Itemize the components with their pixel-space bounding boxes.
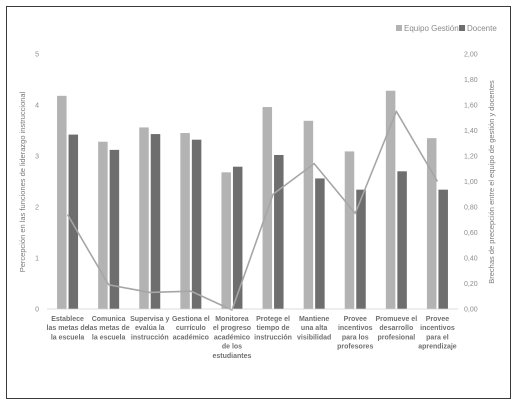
bar-equipo-gestion bbox=[303, 120, 314, 309]
y-tick-left: 5 bbox=[35, 52, 39, 59]
bar-equipo-gestion bbox=[180, 133, 190, 309]
bar-equipo-gestion bbox=[57, 95, 67, 309]
category-label-line: el progreso bbox=[213, 325, 251, 332]
bar-docente bbox=[191, 139, 202, 309]
legend-label-equipo: Equipo Gestión bbox=[404, 24, 459, 33]
category-label-line: Protege el bbox=[256, 316, 290, 323]
bar-docente bbox=[315, 178, 325, 309]
bar-equipo-gestion bbox=[426, 138, 437, 309]
category-label-line: Provee bbox=[426, 316, 449, 323]
legend-swatch-equipo bbox=[396, 25, 402, 31]
category-label-line: una alta bbox=[301, 325, 328, 332]
category-label: Protege el tiempo de instrucción bbox=[254, 316, 292, 341]
bar-equipo-gestion bbox=[98, 141, 108, 309]
category-label-line: Promueve el bbox=[376, 316, 418, 323]
category-label-line: Monitorea bbox=[215, 316, 249, 323]
category-label: Supervisa y evalúa la instrucción bbox=[130, 316, 169, 341]
bar-docente bbox=[68, 134, 79, 309]
y-tick-right: 0,80 bbox=[464, 205, 478, 212]
y-tick-right: 0,40 bbox=[464, 256, 478, 263]
bars bbox=[57, 90, 448, 309]
bar-docente bbox=[356, 189, 366, 309]
bar-equipo-gestion bbox=[139, 127, 149, 309]
category-label-line: incentivos bbox=[420, 325, 455, 332]
category-label-line: Mantiene bbox=[299, 316, 329, 323]
category-label: Monitorea el progreso académico de los estud… bbox=[212, 316, 251, 360]
category-label: Gestiona el currículo académico bbox=[172, 316, 210, 341]
category-label-line: de los bbox=[222, 344, 242, 351]
bar-docente bbox=[438, 189, 448, 309]
category-label-line: para los bbox=[342, 334, 369, 341]
chart-frame bbox=[6, 6, 511, 399]
y-axis-right: 0,00 0,20 0,40 0,60 0,80 1,00 1,20 1,40 1,60 1,80… bbox=[464, 52, 478, 314]
category-label-line: currículo bbox=[176, 325, 206, 332]
bar-docente bbox=[397, 171, 407, 309]
category-label-line: Provee bbox=[344, 316, 367, 323]
category-label: Comunica las metas de la escuela bbox=[88, 316, 130, 341]
y-tick-right: 2,00 bbox=[464, 52, 478, 59]
category-label: Mantiene una alta visibilidad bbox=[297, 316, 331, 341]
y-tick-right: 1,80 bbox=[464, 77, 478, 84]
category-label-line: instrucción bbox=[254, 334, 292, 341]
category-label-line: incentivos bbox=[338, 325, 373, 332]
bar-docente bbox=[274, 154, 284, 309]
category-label-line: para el bbox=[426, 334, 449, 341]
gap-line bbox=[66, 110, 439, 311]
category-label-line: Comunica bbox=[92, 316, 126, 323]
category-label-line: estudiantes bbox=[212, 353, 251, 360]
legend-swatch-docente bbox=[459, 25, 465, 31]
category-label-line: profesores bbox=[337, 344, 373, 351]
category-label-line: Gestiona el bbox=[172, 316, 210, 323]
category-label-line: la escuela bbox=[51, 334, 85, 341]
category-label-line: las metas de bbox=[88, 325, 130, 332]
bar-docente bbox=[109, 149, 120, 309]
category-label-line: profesional bbox=[377, 334, 415, 341]
category-label-line: desarrollo bbox=[379, 325, 413, 332]
category-label: Provee incentivos para los profesores bbox=[337, 316, 373, 351]
bar-equipo-gestion bbox=[344, 151, 355, 309]
y-axis-title-left: Percepción en las funciones de liderazgo… bbox=[18, 91, 27, 272]
legend: Equipo Gestión Docente bbox=[396, 24, 497, 33]
y-tick-right: 0,00 bbox=[464, 307, 478, 314]
category-label-line: tiempo de bbox=[257, 325, 290, 332]
y-tick-right: 0,20 bbox=[464, 281, 478, 288]
category-label-line: evalúa la bbox=[135, 325, 165, 332]
category-label-line: instrucción bbox=[131, 334, 169, 341]
y-tick-left: 1 bbox=[35, 256, 39, 263]
category-label: Promueve el desarrollo profesional bbox=[376, 316, 418, 341]
category-label-line: visibilidad bbox=[297, 334, 331, 341]
category-label-line: académico bbox=[173, 334, 209, 341]
y-tick-left: 4 bbox=[35, 103, 39, 110]
y-tick-left: 3 bbox=[35, 154, 39, 161]
y-axis-title-right: Brechas de precepción entre el equipo de… bbox=[487, 80, 496, 284]
category-label: Provee incentivos para el aprendizaje bbox=[418, 316, 457, 351]
y-tick-right: 1,00 bbox=[464, 179, 478, 186]
category-label-line: la escuela bbox=[92, 334, 126, 341]
bar-equipo-gestion bbox=[262, 107, 273, 309]
bar-docente bbox=[150, 134, 161, 309]
gap-series-line bbox=[66, 110, 439, 311]
category-label-line: Establece bbox=[51, 316, 84, 323]
category-label-line: Supervisa y bbox=[130, 316, 169, 323]
y-tick-left: 2 bbox=[35, 205, 39, 212]
bar-equipo-gestion bbox=[221, 172, 231, 309]
category-label-line: aprendizaje bbox=[418, 344, 457, 351]
y-tick-right: 1,40 bbox=[464, 128, 478, 135]
y-axis-left: 0 1 2 3 4 5 bbox=[35, 52, 39, 314]
bar-equipo-gestion bbox=[385, 90, 396, 309]
category-label-line: académico bbox=[214, 334, 250, 341]
category-label-line: las metas de bbox=[47, 325, 89, 332]
legend-label-docente: Docente bbox=[467, 24, 497, 33]
y-tick-right: 0,60 bbox=[464, 230, 478, 237]
y-tick-right: 1,60 bbox=[464, 103, 478, 110]
category-label: Establece las metas de la escuela bbox=[47, 316, 89, 341]
y-tick-left: 0 bbox=[35, 307, 39, 314]
bar-docente bbox=[232, 166, 243, 309]
y-tick-right: 1,20 bbox=[464, 154, 478, 161]
